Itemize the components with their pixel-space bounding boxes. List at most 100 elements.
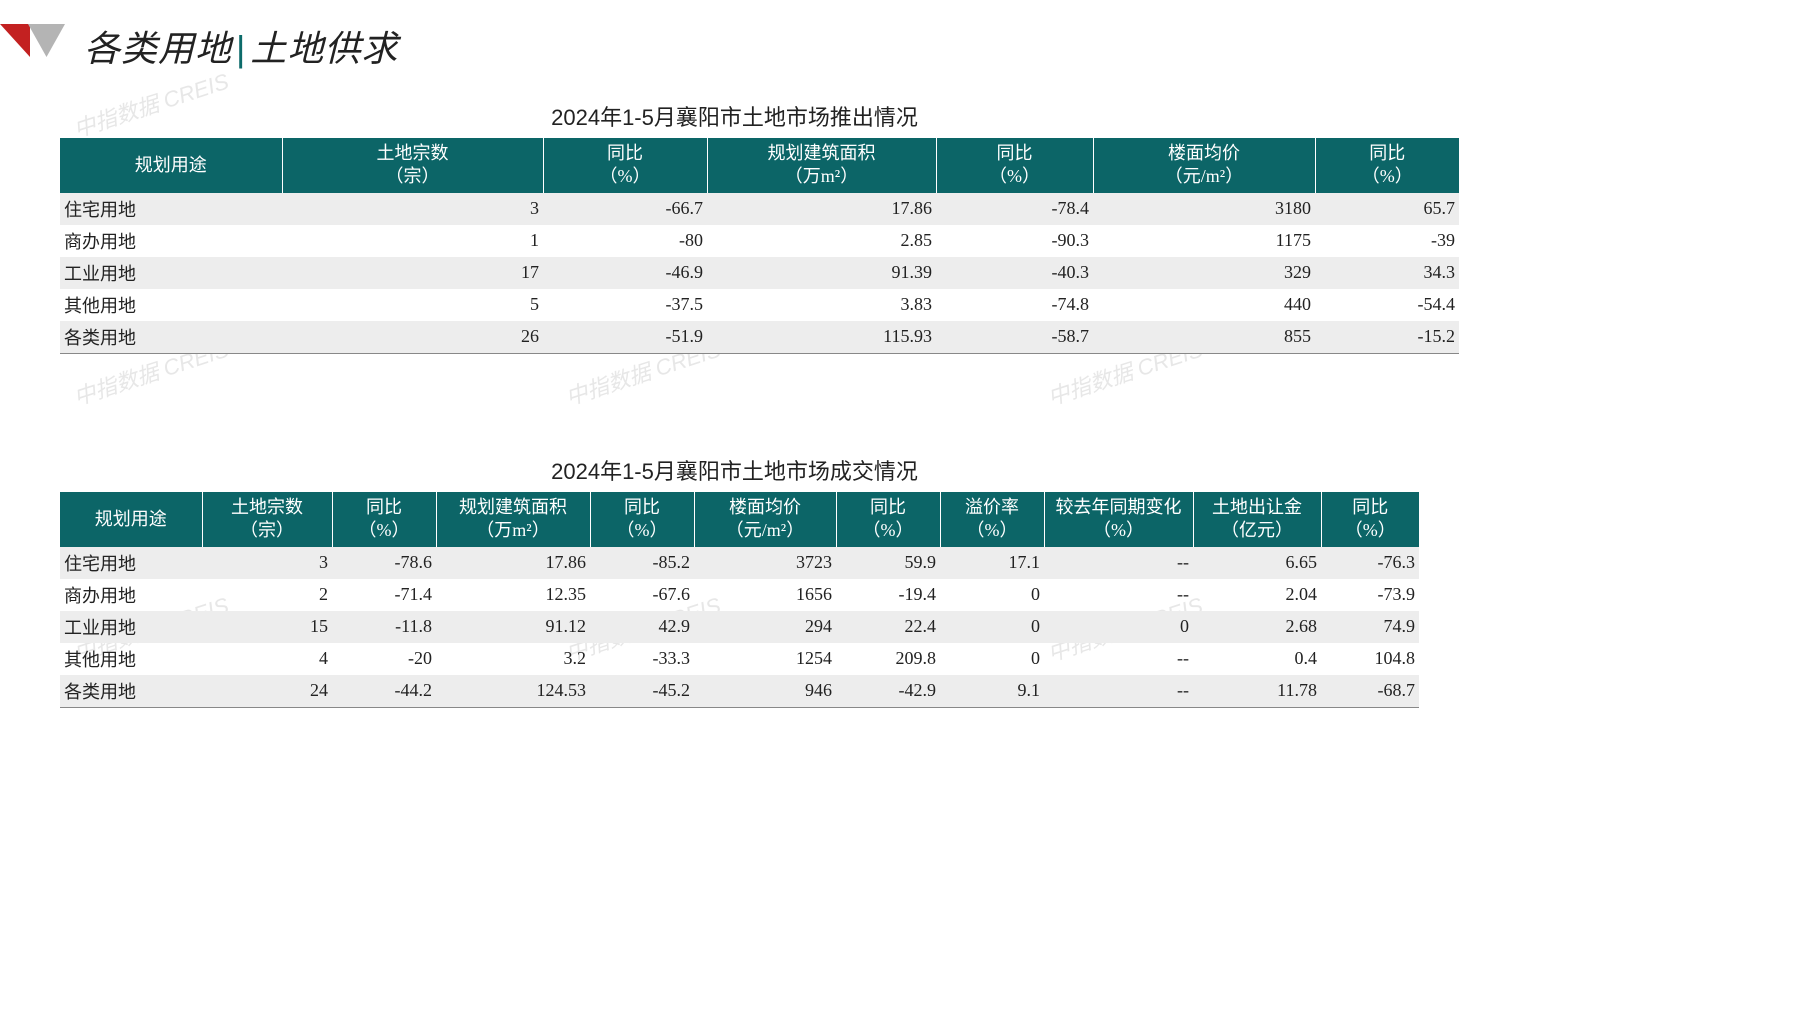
cell-value: -40.3 bbox=[936, 257, 1093, 289]
title-part-right: 土地供求 bbox=[250, 29, 398, 69]
cell-value: 2.04 bbox=[1193, 579, 1321, 611]
cell-value: 17.86 bbox=[436, 547, 590, 579]
cell-value: 91.39 bbox=[707, 257, 936, 289]
cell-value: 2.85 bbox=[707, 225, 936, 257]
column-header: 同比（%） bbox=[543, 138, 707, 193]
cell-value: 11.78 bbox=[1193, 675, 1321, 708]
logo bbox=[0, 24, 70, 64]
cell-value: -46.9 bbox=[543, 257, 707, 289]
cell-value: -68.7 bbox=[1321, 675, 1419, 708]
cell-value: 26 bbox=[282, 321, 543, 354]
cell-value: 0.4 bbox=[1193, 643, 1321, 675]
cell-value: -78.6 bbox=[332, 547, 436, 579]
column-header: 同比（%） bbox=[590, 492, 694, 547]
cell-value: 440 bbox=[1093, 289, 1315, 321]
cell-value: 0 bbox=[1044, 611, 1193, 643]
cell-value: 65.7 bbox=[1315, 193, 1459, 225]
title-part-left: 各类用地 bbox=[84, 29, 232, 69]
column-header: 同比（%） bbox=[936, 138, 1093, 193]
table-row: 其他用地5-37.53.83-74.8440-54.4 bbox=[60, 289, 1459, 321]
cell-value: -76.3 bbox=[1321, 547, 1419, 579]
cell-value: -71.4 bbox=[332, 579, 436, 611]
cell-value: 1656 bbox=[694, 579, 836, 611]
column-header: 规划用途 bbox=[60, 492, 202, 547]
cell-value: -11.8 bbox=[332, 611, 436, 643]
cell-value: -- bbox=[1044, 675, 1193, 708]
column-header: 溢价率（%） bbox=[940, 492, 1044, 547]
table-row: 商办用地1-802.85-90.31175-39 bbox=[60, 225, 1459, 257]
cell-value: -- bbox=[1044, 643, 1193, 675]
cell-value: 209.8 bbox=[836, 643, 940, 675]
page-title: 各类用地|土地供求 bbox=[84, 20, 398, 72]
cell-value: -80 bbox=[543, 225, 707, 257]
row-label: 各类用地 bbox=[60, 321, 282, 354]
cell-value: 12.35 bbox=[436, 579, 590, 611]
cell-value: 3.2 bbox=[436, 643, 590, 675]
cell-value: 5 bbox=[282, 289, 543, 321]
cell-value: 3 bbox=[282, 193, 543, 225]
cell-value: 0 bbox=[940, 579, 1044, 611]
cell-value: 17.1 bbox=[940, 547, 1044, 579]
column-header: 规划建筑面积（万m²） bbox=[436, 492, 590, 547]
cell-value: -44.2 bbox=[332, 675, 436, 708]
table-deal: 规划用途土地宗数（宗）同比（%）规划建筑面积（万m²）同比（%）楼面均价（元/m… bbox=[60, 492, 1419, 708]
cell-value: 34.3 bbox=[1315, 257, 1459, 289]
cell-value: -33.3 bbox=[590, 643, 694, 675]
table-supply: 规划用途土地宗数（宗）同比（%）规划建筑面积（万m²）同比（%）楼面均价（元/m… bbox=[60, 138, 1459, 354]
row-label: 商办用地 bbox=[60, 579, 202, 611]
cell-value: -66.7 bbox=[543, 193, 707, 225]
row-label: 住宅用地 bbox=[60, 193, 282, 225]
cell-value: 329 bbox=[1093, 257, 1315, 289]
cell-value: 4 bbox=[202, 643, 332, 675]
row-label: 各类用地 bbox=[60, 675, 202, 708]
cell-value: -74.8 bbox=[936, 289, 1093, 321]
column-header: 楼面均价（元/m²） bbox=[1093, 138, 1315, 193]
cell-value: -- bbox=[1044, 547, 1193, 579]
cell-value: 1254 bbox=[694, 643, 836, 675]
column-header: 同比（%） bbox=[836, 492, 940, 547]
cell-value: -54.4 bbox=[1315, 289, 1459, 321]
cell-value: 115.93 bbox=[707, 321, 936, 354]
cell-value: 855 bbox=[1093, 321, 1315, 354]
cell-value: -51.9 bbox=[543, 321, 707, 354]
cell-value: 91.12 bbox=[436, 611, 590, 643]
logo-red-triangle bbox=[0, 24, 30, 57]
column-header: 规划用途 bbox=[60, 138, 282, 193]
column-header: 同比（%） bbox=[1315, 138, 1459, 193]
table-row: 住宅用地3-66.717.86-78.4318065.7 bbox=[60, 193, 1459, 225]
cell-value: 1 bbox=[282, 225, 543, 257]
cell-value: -90.3 bbox=[936, 225, 1093, 257]
cell-value: 0 bbox=[940, 643, 1044, 675]
title-divider: | bbox=[232, 28, 250, 69]
table-row: 各类用地26-51.9115.93-58.7855-15.2 bbox=[60, 321, 1459, 354]
cell-value: 74.9 bbox=[1321, 611, 1419, 643]
cell-value: -42.9 bbox=[836, 675, 940, 708]
row-label: 其他用地 bbox=[60, 643, 202, 675]
cell-value: 3.83 bbox=[707, 289, 936, 321]
cell-value: -- bbox=[1044, 579, 1193, 611]
cell-value: 17.86 bbox=[707, 193, 936, 225]
column-header: 土地宗数（宗） bbox=[202, 492, 332, 547]
column-header: 规划建筑面积（万m²） bbox=[707, 138, 936, 193]
column-header: 同比（%） bbox=[1321, 492, 1419, 547]
table2-title: 2024年1-5月襄阳市土地市场成交情况 bbox=[60, 454, 1409, 486]
cell-value: 104.8 bbox=[1321, 643, 1419, 675]
logo-grey-triangle bbox=[28, 24, 65, 57]
cell-value: 2.68 bbox=[1193, 611, 1321, 643]
cell-value: -39 bbox=[1315, 225, 1459, 257]
row-label: 工业用地 bbox=[60, 611, 202, 643]
cell-value: -37.5 bbox=[543, 289, 707, 321]
cell-value: 59.9 bbox=[836, 547, 940, 579]
row-label: 住宅用地 bbox=[60, 547, 202, 579]
cell-value: 3723 bbox=[694, 547, 836, 579]
cell-value: -20 bbox=[332, 643, 436, 675]
cell-value: 294 bbox=[694, 611, 836, 643]
table-row: 工业用地17-46.991.39-40.332934.3 bbox=[60, 257, 1459, 289]
table1-title: 2024年1-5月襄阳市土地市场推出情况 bbox=[60, 100, 1409, 132]
cell-value: -58.7 bbox=[936, 321, 1093, 354]
cell-value: -73.9 bbox=[1321, 579, 1419, 611]
cell-value: 2 bbox=[202, 579, 332, 611]
table-section-deal: 2024年1-5月襄阳市土地市场成交情况 规划用途土地宗数（宗）同比（%）规划建… bbox=[60, 454, 1409, 708]
row-label: 其他用地 bbox=[60, 289, 282, 321]
column-header: 楼面均价（元/m²） bbox=[694, 492, 836, 547]
